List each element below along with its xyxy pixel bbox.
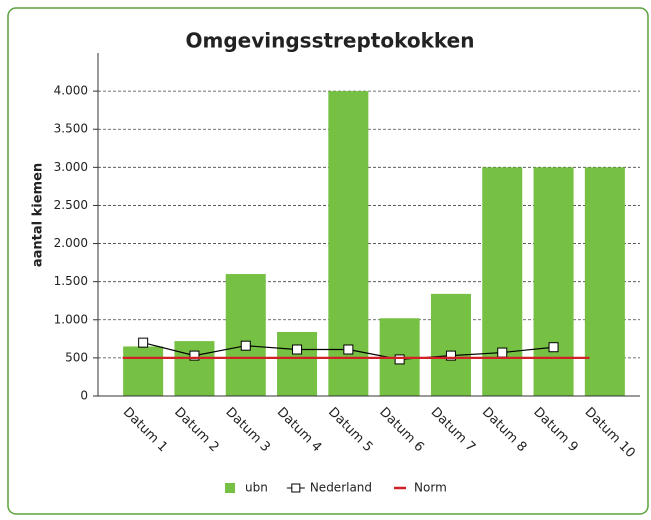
legend-label: Nederland xyxy=(310,481,372,495)
y-tick-label: 4.000 xyxy=(54,84,88,98)
marker xyxy=(394,354,405,365)
marker xyxy=(445,350,456,361)
bar xyxy=(482,167,523,396)
y-axis-label: aantal kiemen xyxy=(31,163,46,267)
y-tick-label: 2.000 xyxy=(54,236,88,250)
marker xyxy=(497,347,508,358)
legend-label: ubn xyxy=(245,481,268,495)
legend-swatch xyxy=(225,483,235,493)
y-tick-label: 3.500 xyxy=(54,122,88,136)
marker xyxy=(343,344,354,355)
marker xyxy=(138,337,149,348)
y-tick-label: 3.000 xyxy=(54,160,88,174)
y-tick-label: 0 xyxy=(80,389,88,403)
y-tick-label: 2.500 xyxy=(54,198,88,212)
marker xyxy=(292,344,303,355)
bar xyxy=(123,346,164,396)
legend-label: Norm xyxy=(414,481,447,495)
bar xyxy=(277,331,318,396)
legend-swatch xyxy=(291,483,301,493)
y-tick-label: 1.500 xyxy=(54,274,88,288)
bar xyxy=(225,274,266,396)
chart-title: Omgevingsstreptokokken xyxy=(186,29,475,53)
bar xyxy=(430,293,471,396)
bar xyxy=(533,167,574,396)
bar xyxy=(584,167,625,396)
marker xyxy=(548,342,559,353)
bar xyxy=(174,341,215,396)
y-tick-label: 500 xyxy=(65,350,88,364)
marker xyxy=(189,350,200,361)
y-tick-label: 1.000 xyxy=(54,312,88,326)
marker xyxy=(240,340,251,351)
